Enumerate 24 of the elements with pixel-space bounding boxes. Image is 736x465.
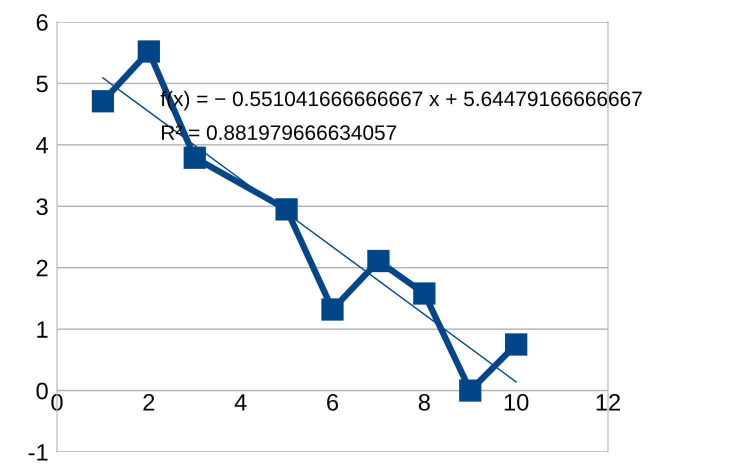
point: [138, 40, 160, 63]
y-tick-label: -1: [28, 444, 48, 461]
point: [459, 379, 482, 402]
y-tick-label: 0: [36, 382, 48, 400]
y-tick-label: 5: [36, 76, 48, 92]
x-tick-label: 12: [596, 394, 620, 410]
point: [92, 90, 114, 112]
x-tick-label: 2: [143, 394, 154, 410]
point: [367, 250, 390, 272]
point: [321, 298, 344, 321]
point: [505, 333, 528, 356]
x-tick-label: 6: [327, 394, 338, 411]
point: [275, 198, 298, 220]
x-tick-label: 4: [234, 394, 247, 410]
point: [184, 146, 206, 169]
y-tick-label: 3: [36, 198, 48, 216]
x-tick-label: 10: [504, 394, 528, 411]
x-tick-label: 8: [418, 394, 430, 411]
y-tick-label: 1: [37, 321, 48, 338]
y-tick-label: 2: [36, 260, 48, 276]
x-tick-label: 0: [51, 394, 63, 411]
point: [413, 282, 436, 305]
y-tick-label: 4: [36, 137, 48, 154]
y-tick-label: 6: [36, 14, 48, 31]
